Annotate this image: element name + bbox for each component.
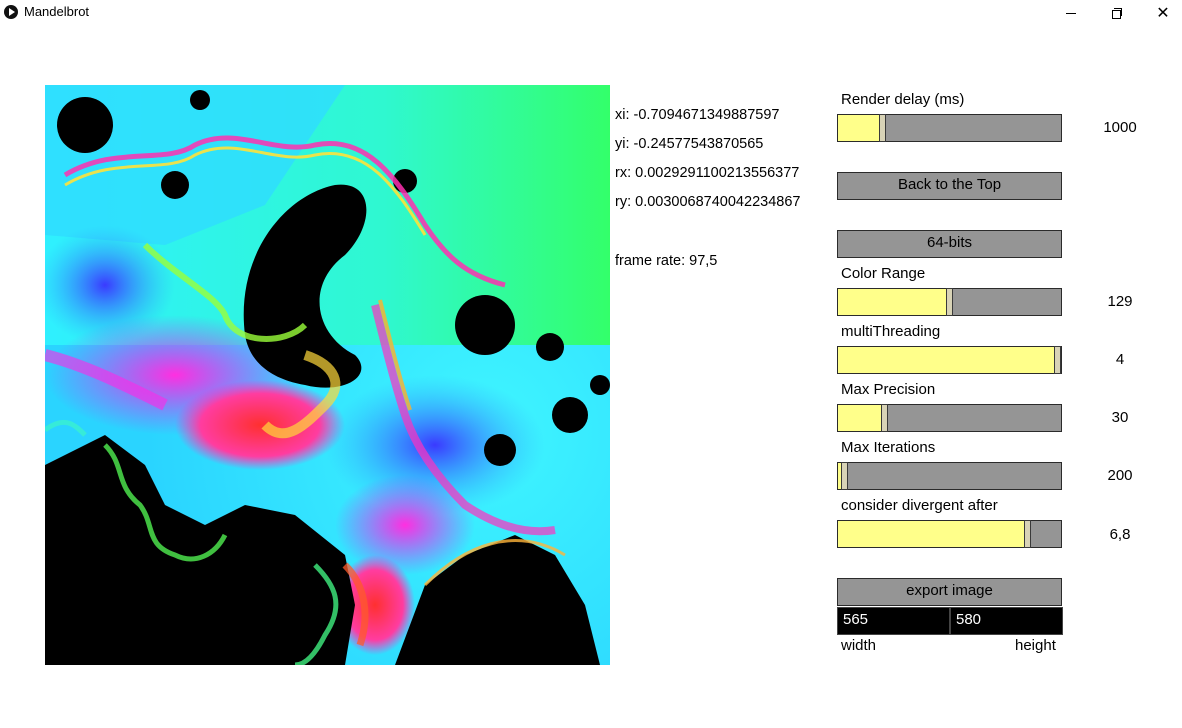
window-title: Mandelbrot [24, 4, 90, 19]
max-iterations-slider[interactable] [837, 462, 1062, 490]
slider-fill [838, 347, 1056, 373]
divergent-value: 6,8 [1109, 526, 1131, 543]
max-iterations-value: 200 [1107, 467, 1133, 484]
width-label: width [841, 637, 877, 654]
rx-readout: rx: 0.0029291100213556377 [615, 165, 800, 181]
slider-handle[interactable] [841, 462, 848, 490]
divergent-label: consider divergent after [841, 497, 998, 514]
slider-handle[interactable] [879, 114, 886, 142]
render-delay-value: 1000 [1103, 119, 1137, 136]
slider-fill [838, 521, 1026, 547]
max-precision-slider[interactable] [837, 404, 1062, 432]
height-input[interactable]: 580 [950, 607, 1063, 635]
render-delay-slider[interactable] [837, 114, 1062, 142]
fractal-image [45, 85, 610, 665]
close-button[interactable]: ✕ [1140, 0, 1182, 26]
color-range-slider[interactable] [837, 288, 1062, 316]
render-delay-label: Render delay (ms) [841, 91, 965, 108]
minimize-icon [1066, 12, 1076, 14]
xi-readout: xi: -0.7094671349887597 [615, 107, 780, 123]
multithreading-label: multiThreading [841, 323, 941, 340]
slider-handle[interactable] [1024, 520, 1031, 548]
title-bar: Mandelbrot ✕ [0, 0, 1182, 26]
multithreading-value: 4 [1115, 351, 1125, 368]
slider-handle[interactable] [1054, 346, 1061, 374]
color-range-label: Color Range [841, 265, 926, 282]
close-icon: ✕ [1156, 3, 1170, 22]
divergent-slider[interactable] [837, 520, 1062, 548]
ry-readout: ry: 0.0030068740042234867 [615, 194, 801, 210]
slider-fill [838, 115, 881, 141]
minimize-button[interactable] [1048, 0, 1094, 26]
slider-fill [838, 289, 948, 315]
play-circle-icon [4, 5, 18, 19]
slider-handle[interactable] [946, 288, 953, 316]
height-label: height [1015, 637, 1056, 654]
max-precision-value: 30 [1111, 409, 1129, 426]
max-precision-label: Max Precision [841, 381, 936, 398]
restore-button[interactable] [1094, 0, 1140, 26]
back-to-top-button[interactable]: Back to the Top [837, 172, 1062, 200]
color-range-value: 129 [1107, 293, 1133, 310]
export-image-button[interactable]: export image [837, 578, 1062, 606]
max-iterations-label: Max Iterations [841, 439, 936, 456]
slider-fill [838, 405, 883, 431]
bits-toggle-button[interactable]: 64-bits [837, 230, 1062, 258]
multithreading-slider[interactable] [837, 346, 1062, 374]
slider-handle[interactable] [881, 404, 888, 432]
mandelbrot-canvas[interactable] [45, 85, 610, 665]
width-input[interactable]: 565 [837, 607, 950, 635]
frame-rate-readout: frame rate: 97,5 [615, 253, 718, 269]
yi-readout: yi: -0.24577543870565 [615, 136, 764, 152]
restore-icon [1112, 8, 1122, 19]
slider-fill [838, 463, 843, 489]
